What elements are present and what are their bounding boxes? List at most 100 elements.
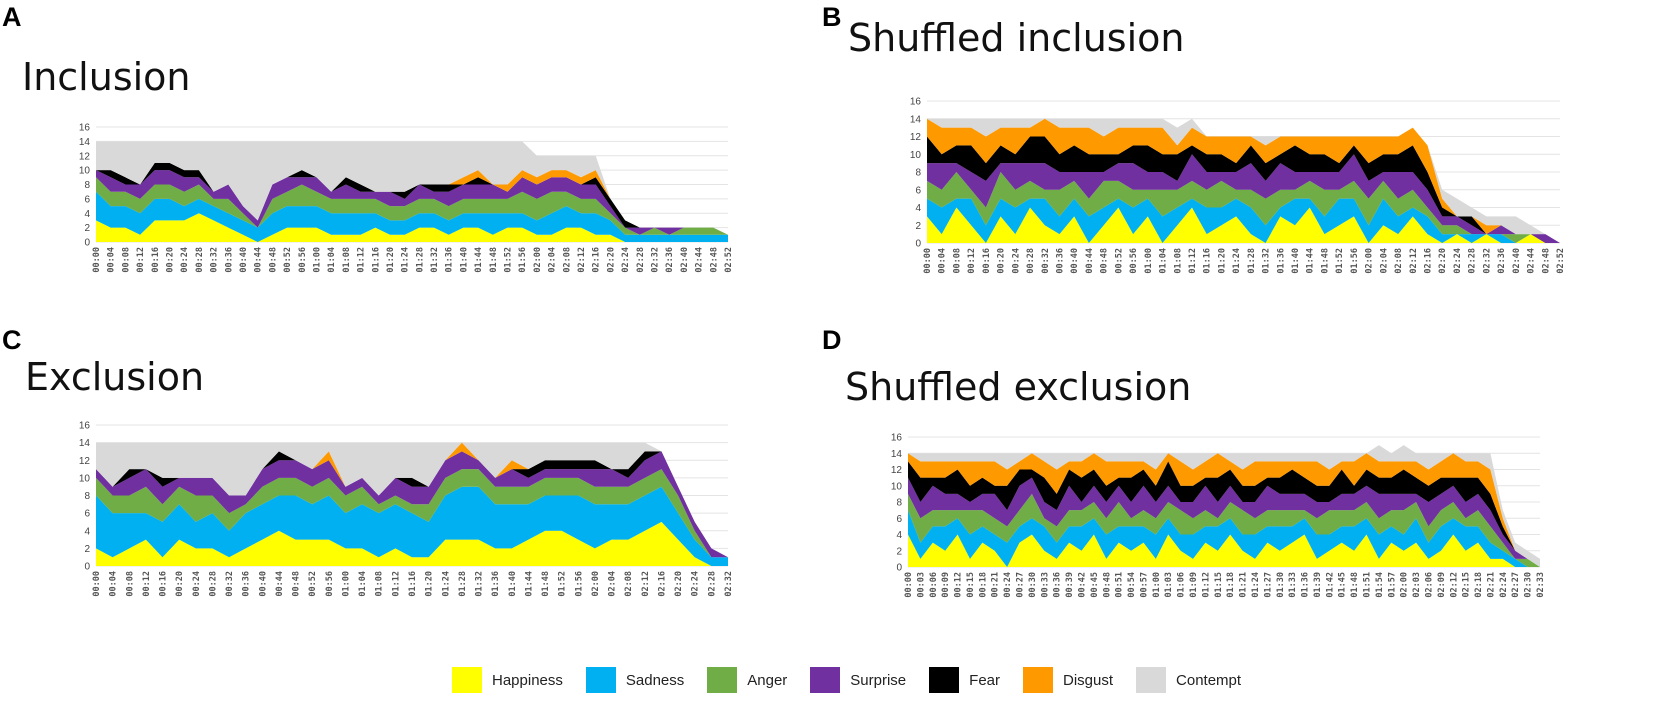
x-tick-label: 00:12 <box>954 572 964 598</box>
area-happiness <box>96 521 728 566</box>
x-tick-label: 01:56 <box>574 571 584 597</box>
x-tick-label: 02:16 <box>658 571 668 597</box>
y-tick-label: 10 <box>910 150 922 161</box>
chart-panel-0: 0 2 4 6 8 10 12 14 16 00:00 00:04 00:08 00:12 00:16 00… <box>79 123 734 273</box>
x-tick-label: 00:20 <box>175 571 185 597</box>
x-tick-label: 02:20 <box>674 571 684 597</box>
x-tick-label: 00:09 <box>941 572 951 598</box>
y-tick-label: 12 <box>79 151 91 162</box>
legend-label-sadness: Sadness <box>625 671 685 689</box>
x-tick-label: 02:16 <box>1424 248 1434 274</box>
x-tick-label: 01:12 <box>1201 572 1211 598</box>
panel-letter-d: D <box>822 325 842 355</box>
x-tick-label: 02:52 <box>724 247 734 273</box>
x-tick-label: 01:04 <box>358 571 368 597</box>
x-tick-label: 01:28 <box>415 247 425 273</box>
y-tick-label: 16 <box>891 433 903 444</box>
legend-item-fear: Fear <box>929 667 1000 693</box>
x-tick-label: 02:40 <box>680 247 690 273</box>
x-tick-label: 01:56 <box>518 247 528 273</box>
x-tick-label: 02:04 <box>608 571 618 597</box>
panel-letter-a: A <box>2 2 22 32</box>
x-tick-label: 00:45 <box>1090 572 1100 598</box>
x-tick-label: 01:48 <box>1350 572 1360 598</box>
y-tick-label: 8 <box>915 168 921 179</box>
area-surprise <box>96 170 728 235</box>
x-tick-label: 00:28 <box>195 247 205 273</box>
x-tick-label: 00:39 <box>1065 572 1075 598</box>
legend-swatch-fear <box>929 667 960 693</box>
x-tick-label: 01:24 <box>401 247 411 273</box>
x-tick-label: 00:32 <box>210 247 220 273</box>
x-tick-label: 00:00 <box>92 571 102 597</box>
x-tick-label: 01:36 <box>1301 572 1311 598</box>
x-tick-label: 01:57 <box>1387 572 1397 598</box>
x-tick-label: 00:24 <box>1003 572 1013 598</box>
x-tick-label: 02:12 <box>577 247 587 273</box>
x-tick-label: 02:12 <box>641 571 651 597</box>
y-tick-label: 14 <box>79 438 91 449</box>
x-tick-label: 01:44 <box>524 571 534 597</box>
legend-swatch-anger <box>707 667 738 693</box>
x-tick-label: 01:00 <box>1152 572 1162 598</box>
y-tick-label: 16 <box>79 421 91 432</box>
x-tick-label: 02:28 <box>1468 248 1478 274</box>
x-tick-label: 00:20 <box>997 248 1007 274</box>
area-anger <box>96 469 728 558</box>
y-tick-label: 4 <box>84 526 90 537</box>
x-tick-label: 00:33 <box>1040 572 1050 598</box>
area-anger <box>927 172 1560 243</box>
x-tick-label: 01:20 <box>425 571 435 597</box>
x-tick-label: 01:44 <box>1306 248 1316 274</box>
x-tick-label: 01:33 <box>1288 572 1298 598</box>
x-tick-label: 02:00 <box>591 571 601 597</box>
x-tick-label: 00:40 <box>1070 248 1080 274</box>
x-tick-label: 01:36 <box>1276 248 1286 274</box>
legend-label-fear: Fear <box>969 671 1000 689</box>
chart-panel-1: 0 2 4 6 8 10 12 14 16 00:00 00:04 00:08 00:12 00:16 00… <box>910 97 1566 274</box>
y-tick-label: 16 <box>79 123 91 134</box>
x-tick-label: 00:48 <box>292 571 302 597</box>
x-tick-label: 01:52 <box>1335 248 1345 274</box>
x-tick-label: 00:48 <box>1100 248 1110 274</box>
x-tick-label: 01:03 <box>1164 572 1174 598</box>
y-tick-label: 12 <box>891 465 903 476</box>
x-tick-label: 00:08 <box>125 571 135 597</box>
x-tick-label: 02:24 <box>1499 572 1509 598</box>
legend-label-anger: Anger <box>747 671 788 689</box>
x-tick-label: 02:36 <box>1497 248 1507 274</box>
x-tick-label: 02:27 <box>1511 572 1521 598</box>
y-tick-label: 0 <box>84 562 90 573</box>
area-surprise <box>927 154 1560 243</box>
legend-item-happiness: Happiness <box>452 667 563 693</box>
x-tick-label: 00:54 <box>1127 572 1137 598</box>
x-tick-label: 01:32 <box>430 247 440 273</box>
x-tick-label: 00:51 <box>1115 572 1125 598</box>
x-tick-label: 02:12 <box>1449 572 1459 598</box>
y-tick-label: 0 <box>915 239 921 250</box>
x-tick-label: 00:40 <box>239 247 249 273</box>
y-tick-label: 2 <box>84 544 90 555</box>
area-anger <box>96 177 728 235</box>
x-tick-label: 01:04 <box>327 247 337 273</box>
x-tick-label: 01:08 <box>342 247 352 273</box>
x-tick-label: 00:52 <box>283 247 293 273</box>
area-surprise <box>908 477 1540 567</box>
x-tick-label: 01:52 <box>504 247 514 273</box>
x-tick-label: 00:24 <box>1011 248 1021 274</box>
x-tick-label: 01:12 <box>357 247 367 273</box>
y-tick-label: 6 <box>84 509 90 520</box>
y-tick-label: 14 <box>79 137 91 148</box>
legend-swatch-happiness <box>452 667 482 693</box>
x-tick-label: 01:00 <box>313 247 323 273</box>
x-tick-label: 01:40 <box>508 571 518 597</box>
x-tick-label: 01:18 <box>1226 572 1236 598</box>
x-tick-label: 01:04 <box>1159 248 1169 274</box>
x-tick-label: 00:18 <box>978 572 988 598</box>
x-tick-label: 00:42 <box>1078 572 1088 598</box>
y-tick-label: 10 <box>891 481 903 492</box>
x-tick-label: 00:52 <box>308 571 318 597</box>
x-tick-label: 02:33 <box>1536 572 1546 598</box>
x-tick-label: 01:30 <box>1276 572 1286 598</box>
x-tick-label: 00:00 <box>904 572 914 598</box>
